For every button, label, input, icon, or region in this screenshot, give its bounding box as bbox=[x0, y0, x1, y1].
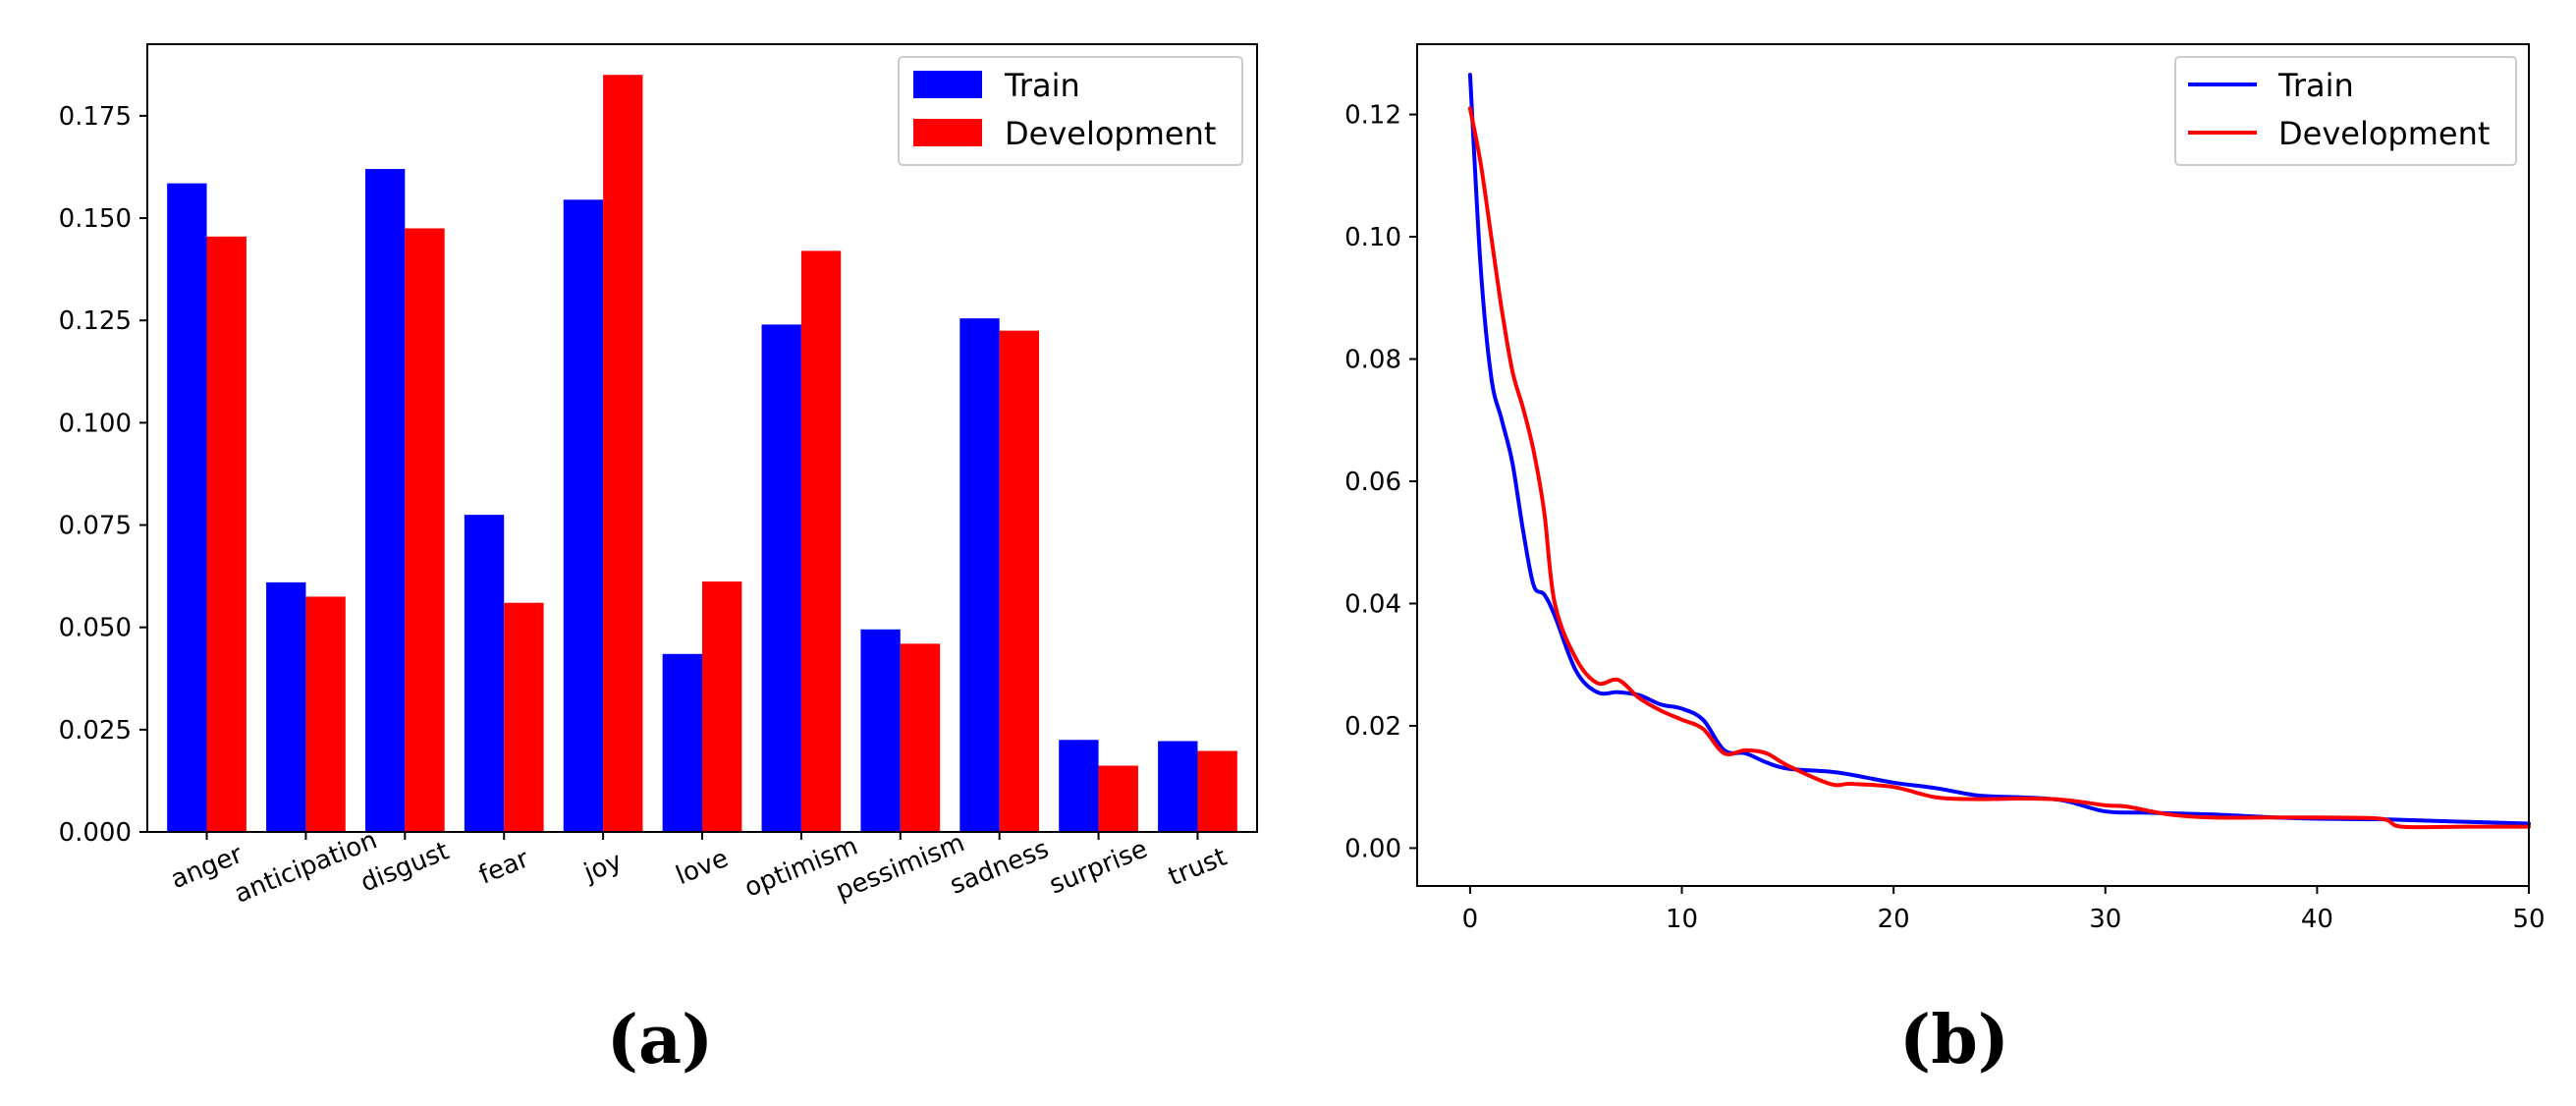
y-tick-label: 0.12 bbox=[1344, 101, 1401, 131]
bar-train-fear bbox=[464, 515, 505, 832]
y-tick-label: 0.06 bbox=[1344, 468, 1401, 497]
x-tick-label: love bbox=[672, 844, 733, 891]
y-tick-label: 0.150 bbox=[59, 204, 132, 234]
panel-label-a: (a) bbox=[607, 1001, 713, 1079]
line-development bbox=[1467, 106, 2531, 830]
legend-box bbox=[2174, 56, 2517, 166]
x-tick-label: trust bbox=[1165, 843, 1232, 893]
bar-chart: 0.000 0.025 0.050 0.075 0.100 0.125 0.150 0.175… bbox=[59, 43, 1258, 910]
bar-development-disgust bbox=[405, 228, 445, 832]
bar-train-anticipation bbox=[266, 581, 306, 832]
line-chart: 0.00 0.02 0.04 0.06 0.08 0.10 0.12 0 10 20 30 40 50… bbox=[1344, 43, 2546, 934]
x-tick-label: fear bbox=[475, 844, 534, 890]
y-tick-label: 0.125 bbox=[59, 306, 132, 336]
line-series-group bbox=[1467, 73, 2531, 830]
y-tick-label: 0.000 bbox=[59, 818, 132, 848]
panel-label-b: (b) bbox=[1899, 1001, 2009, 1079]
legend-label-development: Development bbox=[1005, 115, 1216, 152]
x-tick-label: 10 bbox=[1666, 905, 1698, 934]
legend-label-train: Train bbox=[1004, 67, 1080, 104]
x-tick-label: 30 bbox=[2089, 905, 2121, 934]
y-tick-label: 0.10 bbox=[1344, 223, 1401, 252]
plot-frame bbox=[1416, 43, 2530, 887]
bar-development-fear bbox=[504, 602, 544, 832]
x-tick-label: 20 bbox=[1878, 905, 1910, 934]
x-tick-label: 40 bbox=[2301, 905, 2333, 934]
bar-train-trust bbox=[1158, 741, 1198, 832]
legend-label-train: Train bbox=[2277, 67, 2354, 104]
y-tick-label: 0.04 bbox=[1344, 589, 1401, 619]
y-axis-ticks: 0.00 0.02 0.04 0.06 0.08 0.10 0.12 bbox=[1344, 101, 1417, 863]
bar-development-anticipation bbox=[305, 596, 346, 832]
bar-train-sadness bbox=[959, 318, 1000, 832]
x-tick-label: 50 bbox=[2512, 905, 2545, 934]
legend-label-development: Development bbox=[2278, 115, 2490, 152]
x-axis-ticks: 0 10 20 30 40 50 bbox=[1462, 886, 2546, 934]
line-train bbox=[1467, 73, 2531, 826]
bar-development-love bbox=[702, 581, 742, 832]
legend-swatch-development bbox=[913, 119, 982, 146]
bar-train-joy bbox=[563, 199, 604, 832]
bar-train-pessimism bbox=[860, 629, 901, 832]
y-tick-label: 0.08 bbox=[1344, 346, 1401, 375]
bar-train-optimism bbox=[761, 324, 801, 832]
bar-development-pessimism bbox=[900, 643, 941, 832]
x-tick-label: 0 bbox=[1462, 905, 1479, 934]
y-tick-label: 0.075 bbox=[59, 512, 132, 541]
bar-train-surprise bbox=[1059, 740, 1099, 832]
bar-development-anger bbox=[206, 236, 247, 832]
y-axis-ticks: 0.000 0.025 0.050 0.075 0.100 0.125 0.150 0.175 bbox=[59, 102, 147, 848]
bar-development-optimism bbox=[800, 250, 842, 833]
bar-development-joy bbox=[603, 75, 643, 832]
y-tick-label: 0.050 bbox=[59, 614, 132, 643]
x-tick-label: surprise bbox=[1045, 834, 1151, 900]
bar-train-disgust bbox=[364, 169, 406, 832]
bar-development-trust bbox=[1197, 750, 1237, 832]
plot-frame bbox=[146, 43, 1258, 833]
legend-box bbox=[898, 56, 1243, 166]
y-tick-label: 0.100 bbox=[59, 409, 132, 438]
y-tick-label: 0.175 bbox=[59, 102, 132, 132]
y-tick-label: 0.025 bbox=[59, 716, 132, 746]
bar-train-love bbox=[662, 653, 702, 832]
y-tick-label: 0.00 bbox=[1344, 834, 1401, 863]
legend-swatch-train bbox=[913, 71, 982, 98]
legend: Train Development bbox=[898, 56, 1243, 166]
bar-train-anger bbox=[167, 183, 207, 832]
bar-development-sadness bbox=[999, 330, 1040, 832]
legend: Train Development bbox=[2174, 56, 2517, 166]
x-tick-label: joy bbox=[579, 847, 627, 889]
bar-series-group bbox=[167, 75, 1237, 833]
bar-development-surprise bbox=[1098, 765, 1138, 832]
y-tick-label: 0.02 bbox=[1344, 712, 1401, 742]
